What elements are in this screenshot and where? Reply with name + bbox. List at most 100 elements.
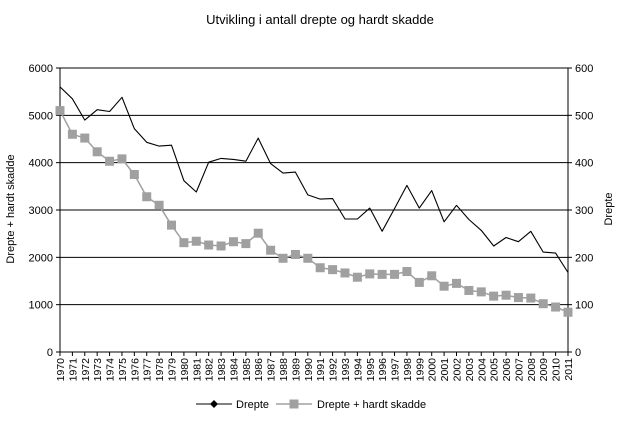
x-tick-label: 1996 xyxy=(377,358,389,382)
legend-drepte-label: Drepte xyxy=(236,399,269,411)
x-tick-label: 1997 xyxy=(390,358,402,382)
x-tick-label: 1970 xyxy=(55,358,67,382)
y-right-tick-label: 300 xyxy=(575,205,593,217)
data-point xyxy=(538,299,548,309)
data-point xyxy=(228,237,238,247)
x-tick-label: 1987 xyxy=(266,358,278,382)
x-tick-label: 1988 xyxy=(278,358,290,382)
data-point xyxy=(439,281,449,291)
data-point xyxy=(365,269,375,279)
y-left-tick-label: 2000 xyxy=(29,252,53,264)
x-tick-label: 1982 xyxy=(204,358,216,382)
y-left-tick-label: 3000 xyxy=(29,205,53,217)
data-point xyxy=(154,200,164,210)
data-point xyxy=(216,241,226,251)
legend: Drepte Drepte + hardt skadde xyxy=(196,399,426,411)
y-left-tick-label: 5000 xyxy=(29,110,53,122)
x-tick-label: 1999 xyxy=(414,358,426,382)
x-tick-label: 1983 xyxy=(216,358,228,382)
y-right-tick-label: 200 xyxy=(575,252,593,264)
x-tick-label: 1984 xyxy=(228,358,240,382)
x-tick-label: 2003 xyxy=(464,358,476,382)
data-point xyxy=(377,269,387,279)
data-point xyxy=(266,245,276,255)
x-tick-label: 2006 xyxy=(501,358,513,382)
y-axis-left-label: Drepte + hardt skadde xyxy=(5,154,17,263)
data-point xyxy=(191,236,201,246)
x-tick-label: 1976 xyxy=(129,358,141,382)
x-tick-label: 1994 xyxy=(352,358,364,382)
x-tick-label: 2005 xyxy=(489,358,501,382)
x-tick-label: 1992 xyxy=(328,358,340,382)
x-tick-label: 2009 xyxy=(538,358,550,382)
x-tick-label: 1985 xyxy=(241,358,253,382)
x-axis-ticks: 1970 1971 1972 1973 1974 1975 1976 1977 1978 1979… xyxy=(55,358,575,382)
data-point xyxy=(464,285,474,295)
data-point xyxy=(526,293,536,303)
x-tick-label: 1974 xyxy=(105,358,117,382)
y-right-tick-label: 0 xyxy=(575,347,581,359)
y-right-tick-label: 100 xyxy=(575,300,593,312)
data-point xyxy=(105,156,115,166)
data-point xyxy=(414,277,424,287)
data-point xyxy=(551,302,561,312)
y-right-tick-label: 400 xyxy=(575,158,593,170)
data-point xyxy=(253,228,263,238)
data-point xyxy=(427,271,437,281)
legend-drepte-marker xyxy=(210,400,218,408)
x-tick-label: 2001 xyxy=(439,358,451,382)
data-point xyxy=(92,147,102,157)
x-tick-label: 1991 xyxy=(315,358,327,382)
data-point xyxy=(179,238,189,248)
x-tick-label: 2008 xyxy=(526,358,538,382)
x-tick-label: 2011 xyxy=(563,358,575,381)
gridlines xyxy=(60,67,568,306)
data-point xyxy=(278,253,288,263)
x-tick-label: 1971 xyxy=(67,358,79,382)
x-tick-label: 1979 xyxy=(167,358,179,382)
x-tick-label: 1998 xyxy=(402,358,414,382)
y-right-tick-label: 600 xyxy=(575,63,593,75)
data-point xyxy=(402,267,412,277)
y-left-tick-label: 0 xyxy=(47,347,53,359)
data-point xyxy=(513,293,523,303)
data-point xyxy=(67,129,77,139)
x-tick-label: 2002 xyxy=(451,358,463,382)
data-point xyxy=(129,170,139,179)
data-point xyxy=(563,307,573,317)
data-point xyxy=(315,263,325,273)
data-point xyxy=(489,291,499,301)
chart-title: Utvikling i antall drepte og hardt skadd… xyxy=(206,12,434,27)
data-point xyxy=(117,154,127,164)
series-line xyxy=(59,110,569,313)
legend-skadde-label: Drepte + hardt skadde xyxy=(317,399,426,411)
y-axis-left-ticks: 0 1000 2000 3000 4000 5000 6000 xyxy=(29,63,53,359)
x-tick-label: 1980 xyxy=(179,358,191,382)
x-tick-label: 1986 xyxy=(253,358,265,382)
y-left-tick-label: 6000 xyxy=(29,63,53,75)
y-left-tick-label: 4000 xyxy=(29,158,53,170)
x-tick-label: 1995 xyxy=(365,358,377,382)
x-tick-label: 1973 xyxy=(92,358,104,382)
x-tick-label: 2004 xyxy=(476,358,488,382)
data-point xyxy=(352,272,362,282)
data-point xyxy=(241,239,251,249)
y-right-tick-label: 500 xyxy=(575,110,593,122)
x-tick-label: 2007 xyxy=(513,358,525,382)
x-tick-label: 2010 xyxy=(551,358,563,382)
data-point xyxy=(80,133,90,143)
x-tick-label: 1990 xyxy=(303,358,315,382)
x-tick-label: 1993 xyxy=(340,358,352,382)
x-tick-label: 1981 xyxy=(191,358,203,382)
series-drepte xyxy=(59,86,569,273)
x-tick-label: 2000 xyxy=(427,358,439,382)
data-point xyxy=(501,290,511,300)
x-tick-label: 1978 xyxy=(154,358,166,382)
legend-skadde-marker xyxy=(289,399,299,409)
series-drepte-hardt-skadde xyxy=(55,106,573,317)
data-point xyxy=(204,240,214,250)
x-tick-label: 1972 xyxy=(80,358,92,382)
y-left-tick-label: 1000 xyxy=(29,300,53,312)
y-axis-right-label: Drepte xyxy=(603,192,615,225)
